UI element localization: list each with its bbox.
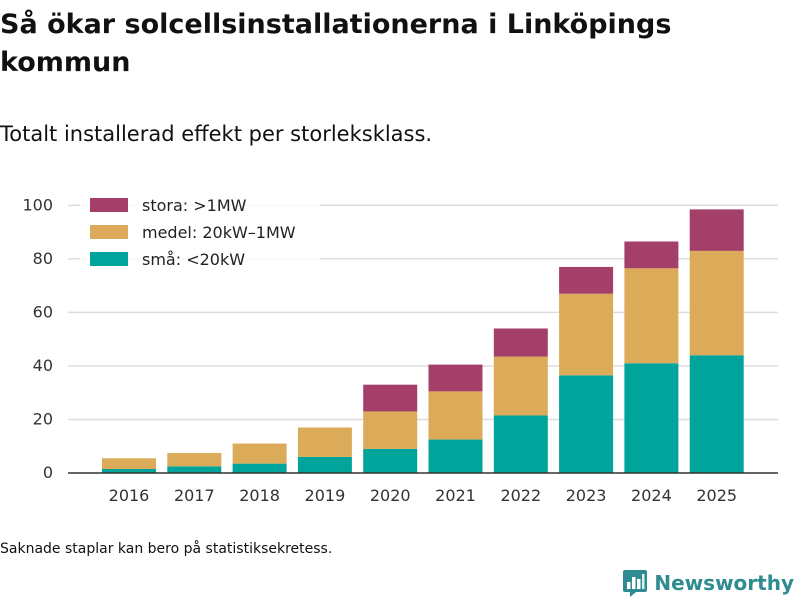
bar-medel-2021 xyxy=(428,391,483,440)
legend-swatch-stora xyxy=(90,198,128,212)
bar-sma-2022 xyxy=(493,415,548,473)
x-tick-label: 2025 xyxy=(696,486,737,505)
legend-label-sma: små: <20kW xyxy=(142,250,245,269)
bar-medel-2018 xyxy=(232,443,287,464)
bar-sma-2018 xyxy=(232,463,287,473)
bar-sma-2019 xyxy=(297,456,352,473)
brand-name: Newsworthy xyxy=(654,571,794,595)
x-tick-label: 2020 xyxy=(370,486,411,505)
x-tick-label: 2019 xyxy=(305,486,346,505)
bar-medel-2025 xyxy=(689,250,744,356)
bar-stora-2022 xyxy=(493,328,548,357)
bar-sma-2017 xyxy=(167,466,222,473)
bar-medel-2020 xyxy=(363,411,418,449)
bar-sma-2023 xyxy=(559,375,614,473)
y-tick-label: 60 xyxy=(33,302,53,321)
bar-stora-2023 xyxy=(559,266,614,294)
x-tick-label: 2018 xyxy=(239,486,280,505)
bar-stora-2025 xyxy=(689,209,744,251)
stacked-bar-chart: 0 20 40 60 80 100 2016 2017 2018 2019 2020 2021 2022… xyxy=(22,192,778,505)
x-tick-label: 2016 xyxy=(109,486,150,505)
bar-stora-2024 xyxy=(624,241,679,269)
bar-stora-2021 xyxy=(428,364,483,392)
bar-sma-2016 xyxy=(102,468,156,473)
bar-medel-2017 xyxy=(167,452,222,467)
y-tick-label: 100 xyxy=(22,195,53,214)
bar-sma-2025 xyxy=(689,355,744,473)
bar-sma-2024 xyxy=(624,363,679,473)
x-tick-label: 2017 xyxy=(174,486,215,505)
legend-label-stora: stora: >1MW xyxy=(142,196,247,215)
legend-label-medel: medel: 20kW–1MW xyxy=(142,223,296,242)
y-tick-label: 0 xyxy=(43,463,53,482)
x-tick-label: 2022 xyxy=(500,486,541,505)
bar-medel-2019 xyxy=(297,427,352,457)
bar-sma-2020 xyxy=(363,448,418,473)
bar-chart-icon xyxy=(623,570,648,597)
y-tick-label: 40 xyxy=(33,356,53,375)
x-tick-label: 2021 xyxy=(435,486,476,505)
newsworthy-logo[interactable]: Newsworthy xyxy=(622,568,794,598)
x-tick-label: 2024 xyxy=(631,486,672,505)
legend-swatch-medel xyxy=(90,225,128,239)
bar-medel-2022 xyxy=(493,356,548,416)
chart-title: Så ökar solcellsinstallationerna i Linkö… xyxy=(0,9,672,78)
y-tick-label: 80 xyxy=(33,249,53,268)
legend-swatch-sma xyxy=(90,252,128,266)
bar-sma-2021 xyxy=(428,439,483,473)
bar-medel-2024 xyxy=(624,268,679,364)
chart-subtitle: Totalt installerad effekt per storlekskl… xyxy=(0,122,433,146)
footnote: Saknade staplar kan bero på statistiksek… xyxy=(0,541,333,557)
y-tick-label: 20 xyxy=(33,409,53,428)
bar-medel-2016 xyxy=(102,458,156,469)
x-tick-label: 2023 xyxy=(566,486,607,505)
bar-stora-2020 xyxy=(363,384,418,412)
bar-medel-2023 xyxy=(559,293,614,376)
